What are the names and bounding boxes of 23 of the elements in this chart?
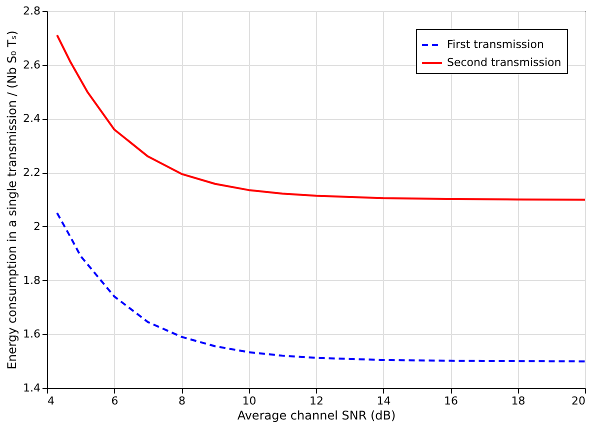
x-tick-label: 10: [242, 394, 256, 408]
y-tick-label: 2.4: [23, 112, 40, 126]
x-tick-label: 14: [376, 394, 391, 408]
x-tick-label: 4: [48, 394, 54, 408]
y-tick-label: 1.6: [23, 328, 40, 341]
x-tick-label: 12: [310, 394, 324, 408]
x-tick-label: 16: [444, 394, 458, 408]
legend-label: Second transmission: [447, 56, 562, 69]
x-tick-label: 18: [511, 394, 526, 408]
x-axis-title: Average channel SNR (dB): [237, 408, 396, 422]
line-series: [56, 34, 586, 201]
y-tick-label: 2.8: [23, 4, 40, 18]
y-tick-label: 1.4: [23, 382, 40, 394]
y-tick-label: 2.6: [23, 58, 40, 72]
y-tick-label: 2.2: [23, 166, 40, 180]
x-tick-label: 8: [178, 394, 186, 408]
x-tick-label: 20: [572, 394, 586, 408]
line-series: [56, 212, 586, 362]
x-tick-label: 6: [111, 394, 118, 408]
y-tick-label: 2: [34, 220, 40, 233]
y-tick-label: 1.8: [23, 274, 40, 287]
y-axis-title: Energy consumption in a single transmission / (Nb S₀ Tₛ): [5, 30, 20, 370]
legend-label: First transmission: [447, 38, 544, 51]
